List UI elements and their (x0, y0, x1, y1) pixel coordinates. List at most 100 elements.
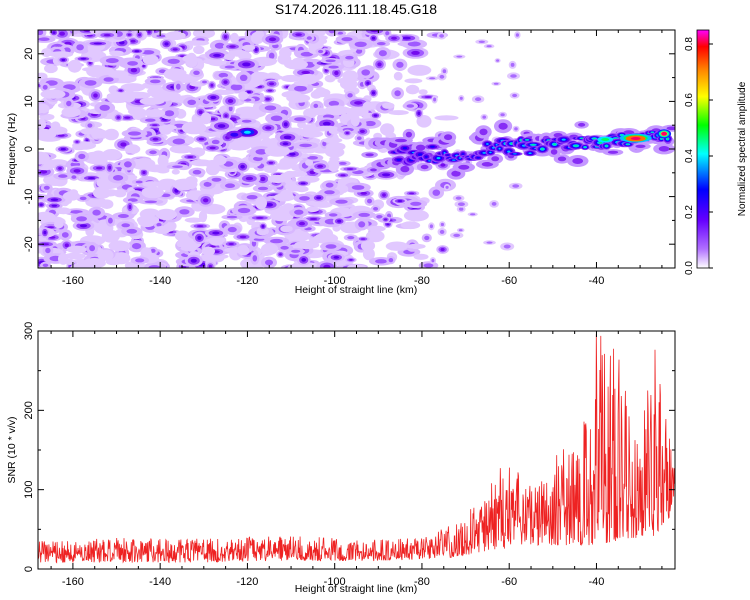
heatmap-cell (50, 121, 61, 131)
heatmap-cell (66, 100, 72, 107)
heatmap-cell (406, 104, 415, 108)
heatmap-cell (119, 40, 125, 45)
heatmap-cell (324, 68, 328, 72)
heatmap-cell (203, 181, 212, 187)
heatmap-cell (38, 103, 50, 114)
heatmap-cell (423, 263, 434, 268)
spectrogram-x-tick-label: -60 (501, 275, 517, 287)
heatmap-cell (78, 153, 86, 160)
heatmap-cell (360, 238, 366, 240)
heatmap-cell (92, 187, 111, 199)
heatmap-cell (265, 259, 273, 266)
heatmap-cell (347, 93, 353, 98)
colorbar (696, 29, 710, 269)
heatmap-cell (446, 154, 450, 156)
heatmap-cell (42, 263, 49, 267)
heatmap-cell (340, 174, 346, 177)
heatmap-cell (291, 249, 301, 253)
heatmap-cell (279, 189, 293, 200)
heatmap-cell (514, 127, 518, 131)
heatmap-cell (458, 229, 463, 232)
heatmap-cell (337, 219, 342, 223)
heatmap-cell (127, 61, 138, 66)
heatmap-cell (164, 42, 169, 46)
heatmap-cell (417, 111, 421, 116)
heatmap-cell (322, 137, 343, 144)
heatmap-cell (76, 44, 84, 51)
heatmap-cell (255, 58, 278, 64)
heatmap-cell (265, 126, 272, 130)
heatmap-cell (180, 55, 185, 57)
heatmap-cell (48, 51, 74, 58)
heatmap-cell (482, 115, 487, 119)
heatmap-cell (356, 136, 362, 140)
heatmap-cell (128, 131, 141, 136)
heatmap-cell (97, 249, 114, 261)
heatmap-cell (317, 164, 324, 168)
heatmap-cell (38, 128, 57, 140)
heatmap-cell (440, 248, 445, 251)
heatmap-cell (224, 114, 228, 118)
heatmap-cell (386, 222, 390, 226)
heatmap-cell (105, 58, 119, 64)
heatmap-cell (212, 231, 220, 235)
heatmap-cell (164, 110, 175, 117)
heatmap-cell (108, 217, 113, 224)
heatmap-cell (325, 182, 334, 188)
heatmap-cell (223, 80, 228, 84)
heatmap-cell (607, 150, 619, 154)
heatmap-cell (306, 206, 320, 213)
heatmap-cell (136, 215, 160, 225)
spectrogram-x-tick-label: -160 (62, 275, 84, 287)
heatmap-cell (584, 146, 586, 148)
heatmap-cell (51, 204, 58, 207)
heatmap-cell (122, 83, 143, 91)
heatmap-cell (346, 168, 354, 170)
heatmap-cell (121, 223, 130, 228)
heatmap-cell (310, 90, 322, 99)
heatmap-cell (424, 155, 428, 158)
heatmap-cell (79, 224, 88, 228)
heatmap-cell (213, 155, 227, 166)
heatmap-cell (328, 30, 336, 34)
heatmap-cell (486, 143, 489, 145)
heatmap-cell (128, 107, 147, 116)
heatmap-cell (254, 48, 258, 52)
heatmap-cell (394, 90, 401, 97)
heatmap-cell (39, 203, 43, 206)
heatmap-cell (47, 226, 55, 229)
heatmap-cell (279, 158, 290, 168)
heatmap-cell (243, 130, 251, 134)
heatmap-cell (155, 208, 177, 221)
heatmap-cell (198, 210, 208, 223)
heatmap-cell (620, 134, 623, 136)
heatmap-cell (396, 158, 402, 161)
colorbar-tick-label: 0.8 (684, 37, 695, 51)
heatmap-cell (456, 55, 463, 58)
heatmap-cell (382, 173, 391, 177)
heatmap-cell (432, 189, 441, 196)
heatmap-cell (541, 148, 544, 150)
heatmap-cell (327, 159, 340, 172)
heatmap-cell (349, 259, 353, 261)
heatmap-cell (350, 114, 360, 127)
heatmap-cell (507, 150, 511, 153)
heatmap-cell (561, 138, 566, 141)
heatmap-cell (333, 256, 340, 259)
heatmap-cell (442, 69, 447, 74)
heatmap-cell (413, 253, 429, 260)
heatmap-cell (150, 248, 156, 253)
heatmap-cell (113, 175, 124, 181)
heatmap-cell (126, 228, 138, 234)
heatmap-cell (376, 215, 383, 219)
heatmap-cell (309, 217, 318, 221)
colorbar-tick-label: 0.2 (684, 205, 695, 219)
heatmap-cell (227, 99, 234, 103)
heatmap-cell (108, 85, 119, 94)
heatmap-cell (80, 57, 87, 60)
heatmap-cell (557, 156, 567, 162)
heatmap-cell (498, 147, 501, 150)
heatmap-cell (103, 128, 119, 141)
heatmap-cell (393, 71, 403, 81)
heatmap-cell (257, 186, 269, 191)
